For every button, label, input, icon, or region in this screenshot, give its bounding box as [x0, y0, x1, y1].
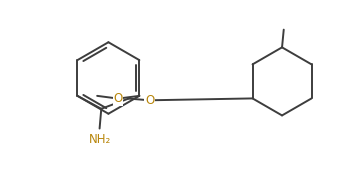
- Text: NH₂: NH₂: [89, 133, 111, 146]
- Text: O: O: [145, 94, 154, 107]
- Text: O: O: [114, 92, 123, 105]
